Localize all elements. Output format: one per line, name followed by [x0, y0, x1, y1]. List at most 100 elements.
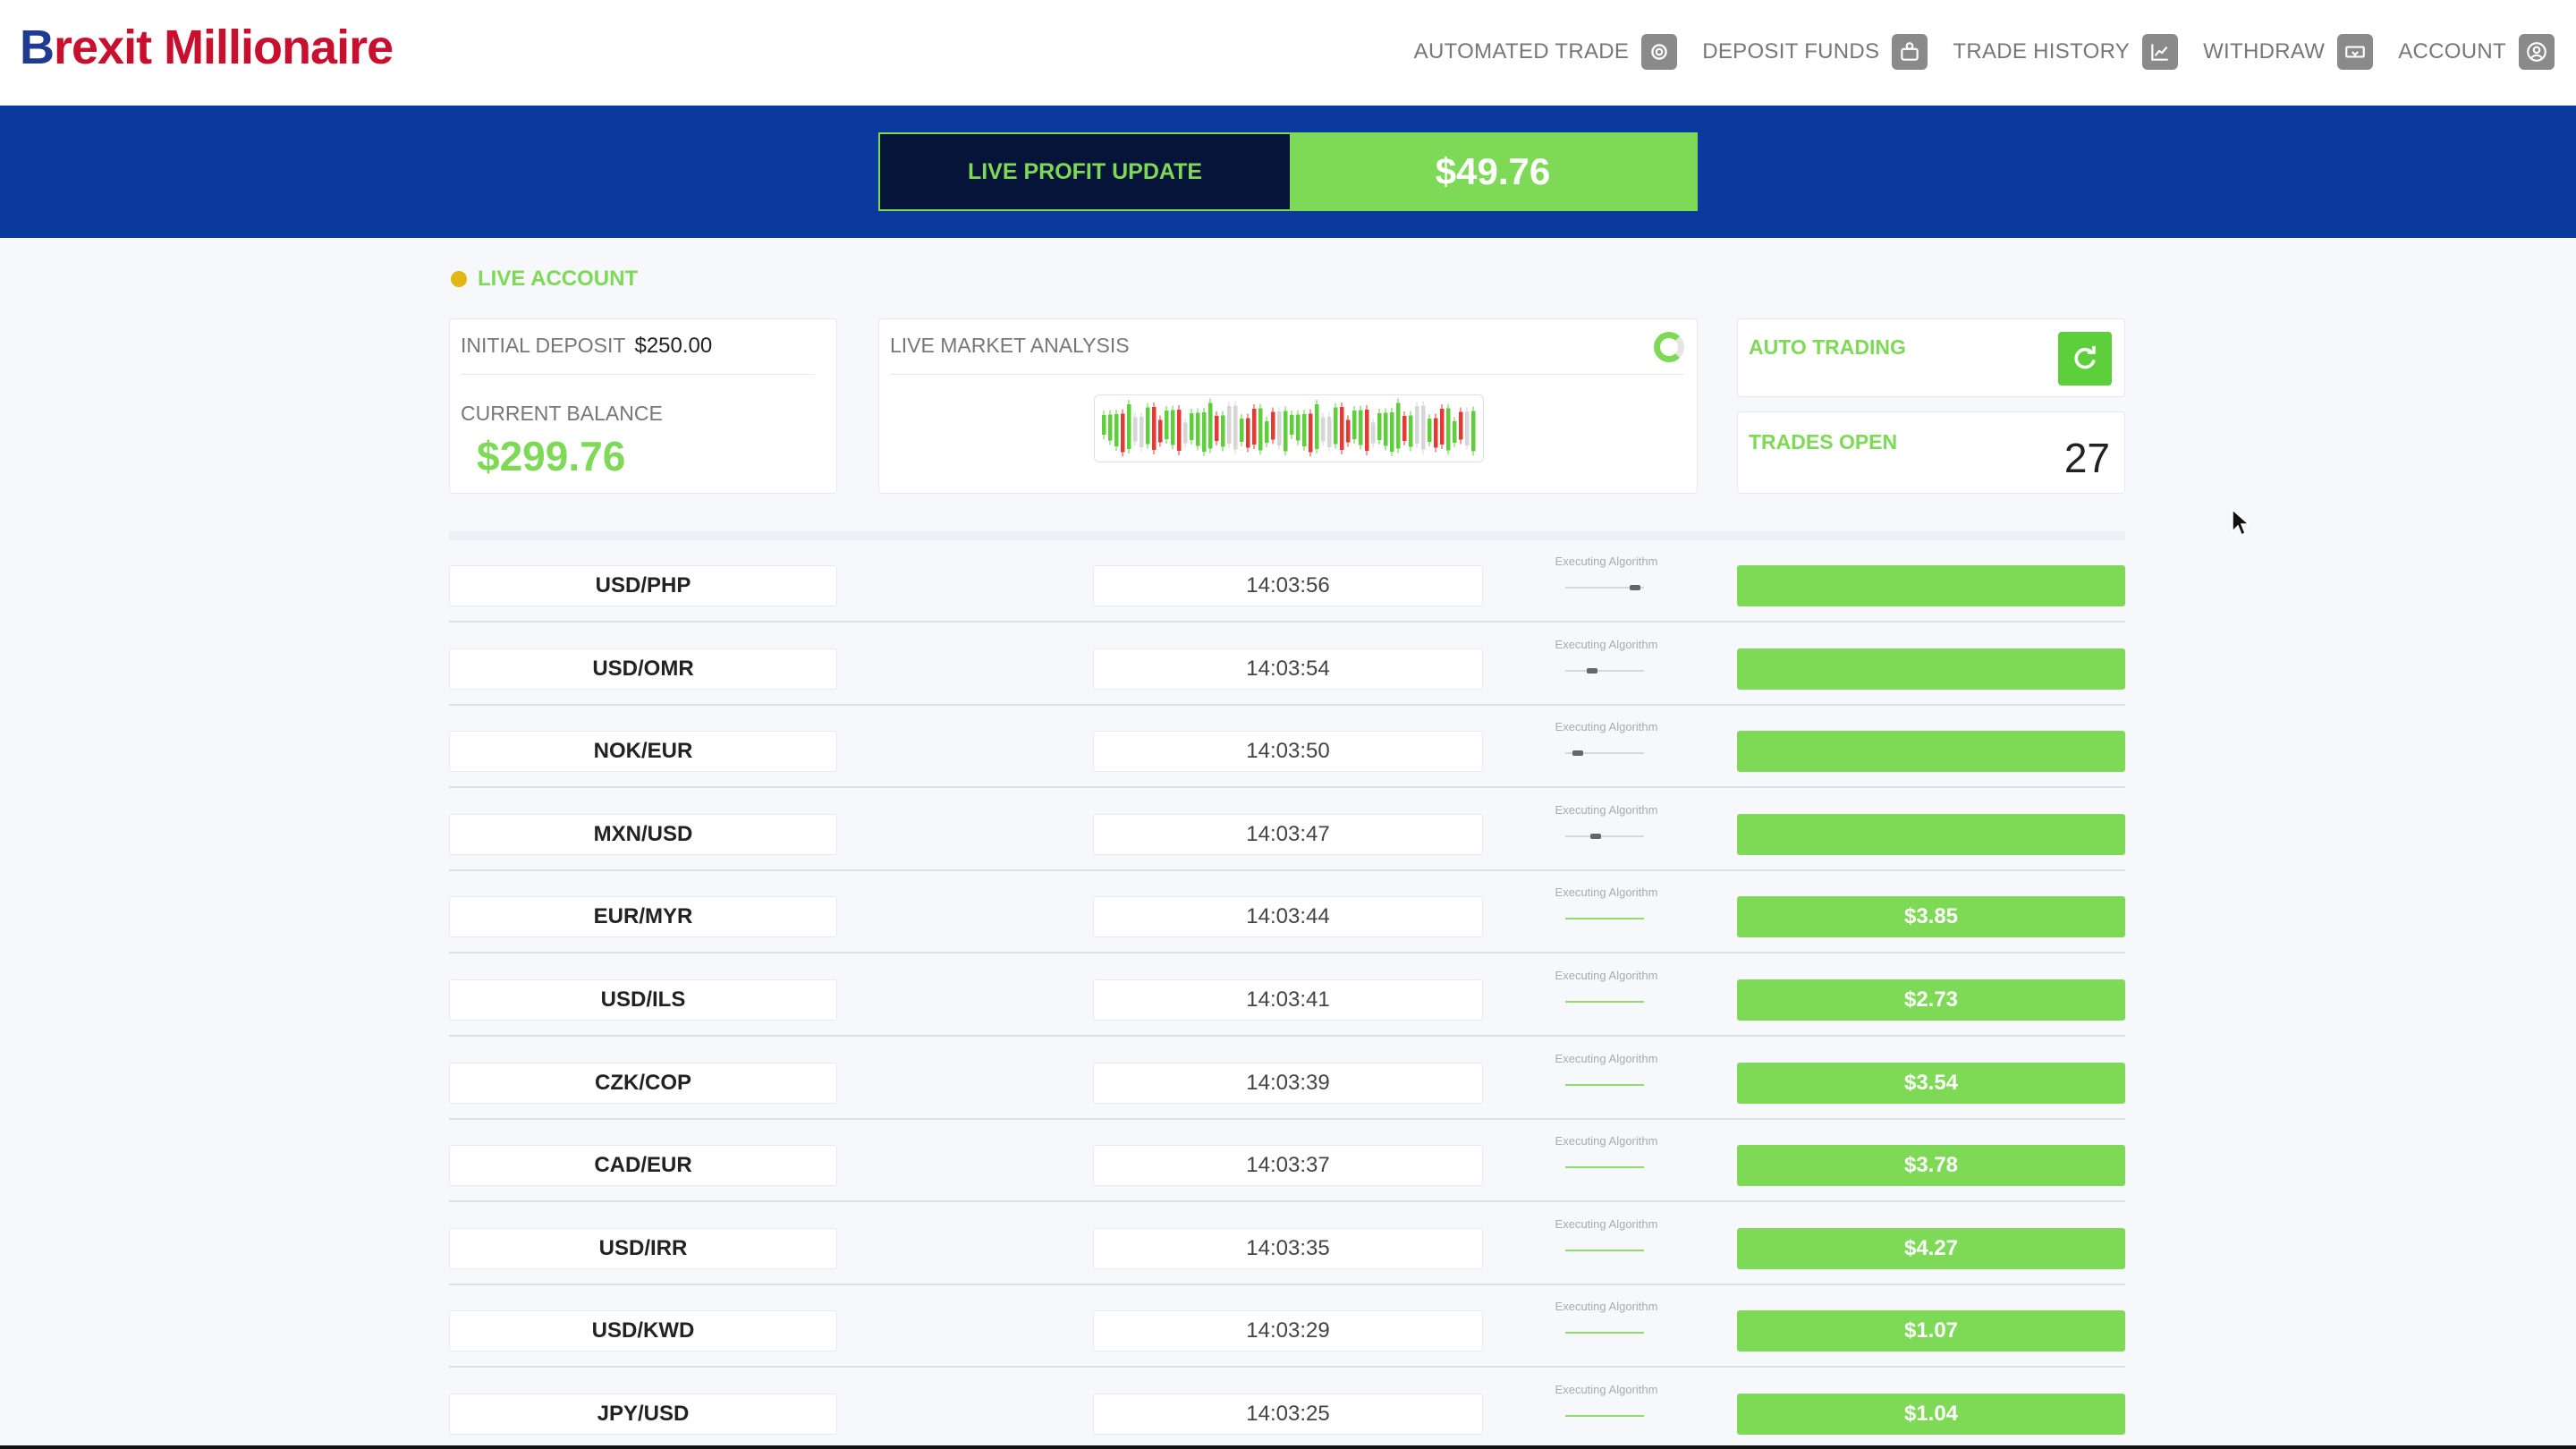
- nav-label: AUTOMATED TRADE: [1413, 39, 1630, 64]
- candle-body: [1434, 418, 1438, 448]
- trade-pair: USD/IRR: [449, 1227, 837, 1269]
- auto-trading-label: AUTO TRADING: [1749, 335, 1906, 359]
- trade-result: $1.07: [1737, 1310, 2125, 1352]
- trade-row: CAD/EUR 14:03:37 Executing Algorithm $3.78: [449, 1120, 2125, 1203]
- candle-body: [1471, 411, 1476, 452]
- candlestick-chart: [1094, 394, 1484, 462]
- candle-body: [1102, 415, 1106, 435]
- nav-automated-trade[interactable]: AUTOMATED TRADE: [1414, 34, 1678, 70]
- candle-body: [1334, 407, 1338, 445]
- trade-pair: USD/OMR: [449, 648, 837, 690]
- profit-value: $49.76: [1290, 134, 1696, 209]
- candle-body: [1227, 406, 1232, 444]
- algorithm-label: Executing Algorithm: [1555, 720, 1658, 734]
- trade-row: USD/KWD 14:03:29 Executing Algorithm $1.07: [449, 1285, 2125, 1368]
- trade-result: $3.78: [1737, 1145, 2125, 1187]
- account-status-label: LIVE ACCOUNT: [478, 267, 639, 291]
- auto-trading-toggle-button[interactable]: [2058, 332, 2112, 386]
- candle-body: [1440, 409, 1445, 445]
- algorithm-progress: Executing Algorithm: [1517, 555, 1696, 608]
- algorithm-progress: Executing Algorithm: [1517, 1383, 1696, 1436]
- trade-time: 14:03:44: [1093, 896, 1483, 938]
- candle-body: [1140, 417, 1144, 447]
- candle-body: [1221, 415, 1225, 447]
- trade-row: JPY/USD 14:03:25 Executing Algorithm $1.04: [449, 1368, 2125, 1449]
- trade-time: 14:03:35: [1093, 1227, 1483, 1269]
- trade-time: 14:03:54: [1093, 648, 1483, 690]
- trade-result: $2.73: [1737, 979, 2125, 1021]
- candle-body: [1108, 414, 1113, 441]
- initial-deposit-value: $250.00: [634, 334, 713, 358]
- trade-result: [1737, 813, 2125, 855]
- nav-account[interactable]: ACCOUNT: [2398, 34, 2555, 70]
- nav-withdraw[interactable]: WITHDRAW: [2203, 34, 2374, 70]
- trade-time: 14:03:29: [1093, 1310, 1483, 1352]
- candle-body: [1365, 410, 1369, 451]
- nav-deposit-funds[interactable]: DEPOSIT FUNDS: [1702, 34, 1928, 70]
- algorithm-progress-track: [1565, 833, 1644, 839]
- algorithm-progress: Executing Algorithm: [1517, 1134, 1696, 1188]
- candle-body: [1190, 413, 1194, 440]
- candle-body: [1183, 422, 1188, 444]
- algorithm-progress: Executing Algorithm: [1517, 1300, 1696, 1353]
- trades-open-label: TRADES OPEN: [1749, 430, 1898, 453]
- trade-time: 14:03:50: [1093, 731, 1483, 773]
- algorithm-progress: Executing Algorithm: [1517, 720, 1696, 774]
- algorithm-progress-track: [1565, 585, 1644, 590]
- candle-body: [1127, 404, 1131, 449]
- brand-logo[interactable]: Brexit Millionaire: [20, 21, 394, 74]
- candle-body: [1377, 413, 1382, 440]
- wallet-icon: [1892, 34, 1928, 70]
- algorithm-progress-track: [1565, 1166, 1644, 1169]
- candle-body: [1240, 419, 1244, 442]
- algorithm-progress-track: [1565, 1332, 1644, 1335]
- market-analysis-header: LIVE MARKET ANALYSIS: [890, 332, 1684, 375]
- trade-result: $3.54: [1737, 1062, 2125, 1104]
- nav-label: DEPOSIT FUNDS: [1702, 39, 1880, 64]
- candle-body: [1359, 410, 1363, 445]
- trade-time: 14:03:47: [1093, 813, 1483, 855]
- candle-body: [1459, 411, 1463, 440]
- profit-label: LIVE PROFIT UPDATE: [880, 134, 1290, 209]
- algorithm-label: Executing Algorithm: [1555, 1216, 1658, 1231]
- trade-pair: MXN/USD: [449, 813, 837, 855]
- balance-card: INITIAL DEPOSIT $250.00 CURRENT BALANCE …: [449, 318, 837, 494]
- candle-body: [1346, 419, 1351, 443]
- candle-body: [1133, 417, 1138, 442]
- candle-body: [1384, 412, 1388, 446]
- candle-body: [1165, 411, 1169, 439]
- candle-body: [1215, 416, 1219, 441]
- initial-deposit-label: INITIAL DEPOSIT: [461, 334, 626, 357]
- trade-pair: USD/KWD: [449, 1310, 837, 1352]
- candle-body: [1277, 411, 1282, 445]
- trade-row: MXN/USD 14:03:47 Executing Algorithm: [449, 789, 2125, 871]
- current-balance-label: CURRENT BALANCE: [461, 402, 663, 425]
- user-icon: [2519, 34, 2555, 70]
- algorithm-progress-thumb: [1587, 667, 1597, 674]
- candle-body: [1177, 410, 1182, 451]
- trades-open-count: 27: [2063, 435, 2110, 481]
- nav-label: TRADE HISTORY: [1953, 39, 2131, 64]
- trade-pair: USD/ILS: [449, 979, 837, 1021]
- candle-body: [1258, 408, 1263, 451]
- candle-body: [1428, 419, 1432, 442]
- refresh-icon: [2074, 345, 2096, 369]
- trade-pair: USD/PHP: [449, 565, 837, 606]
- algorithm-progress: Executing Algorithm: [1517, 638, 1696, 691]
- trades-open-card: TRADES OPEN 27: [1737, 411, 2125, 494]
- candle-body: [1390, 412, 1394, 452]
- algorithm-label: Executing Algorithm: [1555, 555, 1658, 568]
- candle-body: [1233, 405, 1238, 450]
- candle-body: [1409, 415, 1413, 447]
- nav-trade-history[interactable]: TRADE HISTORY: [1953, 34, 2179, 70]
- live-profit-update: LIVE PROFIT UPDATE $49.76: [878, 132, 1698, 211]
- trade-row: USD/ILS 14:03:41 Executing Algorithm $2.73: [449, 954, 2125, 1037]
- candle-body: [1171, 410, 1175, 445]
- trade-result: [1737, 565, 2125, 606]
- top-bar: Brexit Millionaire AUTOMATED TRADE DEPOS…: [0, 0, 2576, 106]
- candle-body: [1453, 421, 1457, 443]
- algorithm-progress: Executing Algorithm: [1517, 1217, 1696, 1271]
- algorithm-label: Executing Algorithm: [1555, 1300, 1658, 1314]
- profit-band: LIVE PROFIT UPDATE $49.76: [0, 106, 2576, 238]
- algorithm-progress-track: [1565, 1415, 1644, 1417]
